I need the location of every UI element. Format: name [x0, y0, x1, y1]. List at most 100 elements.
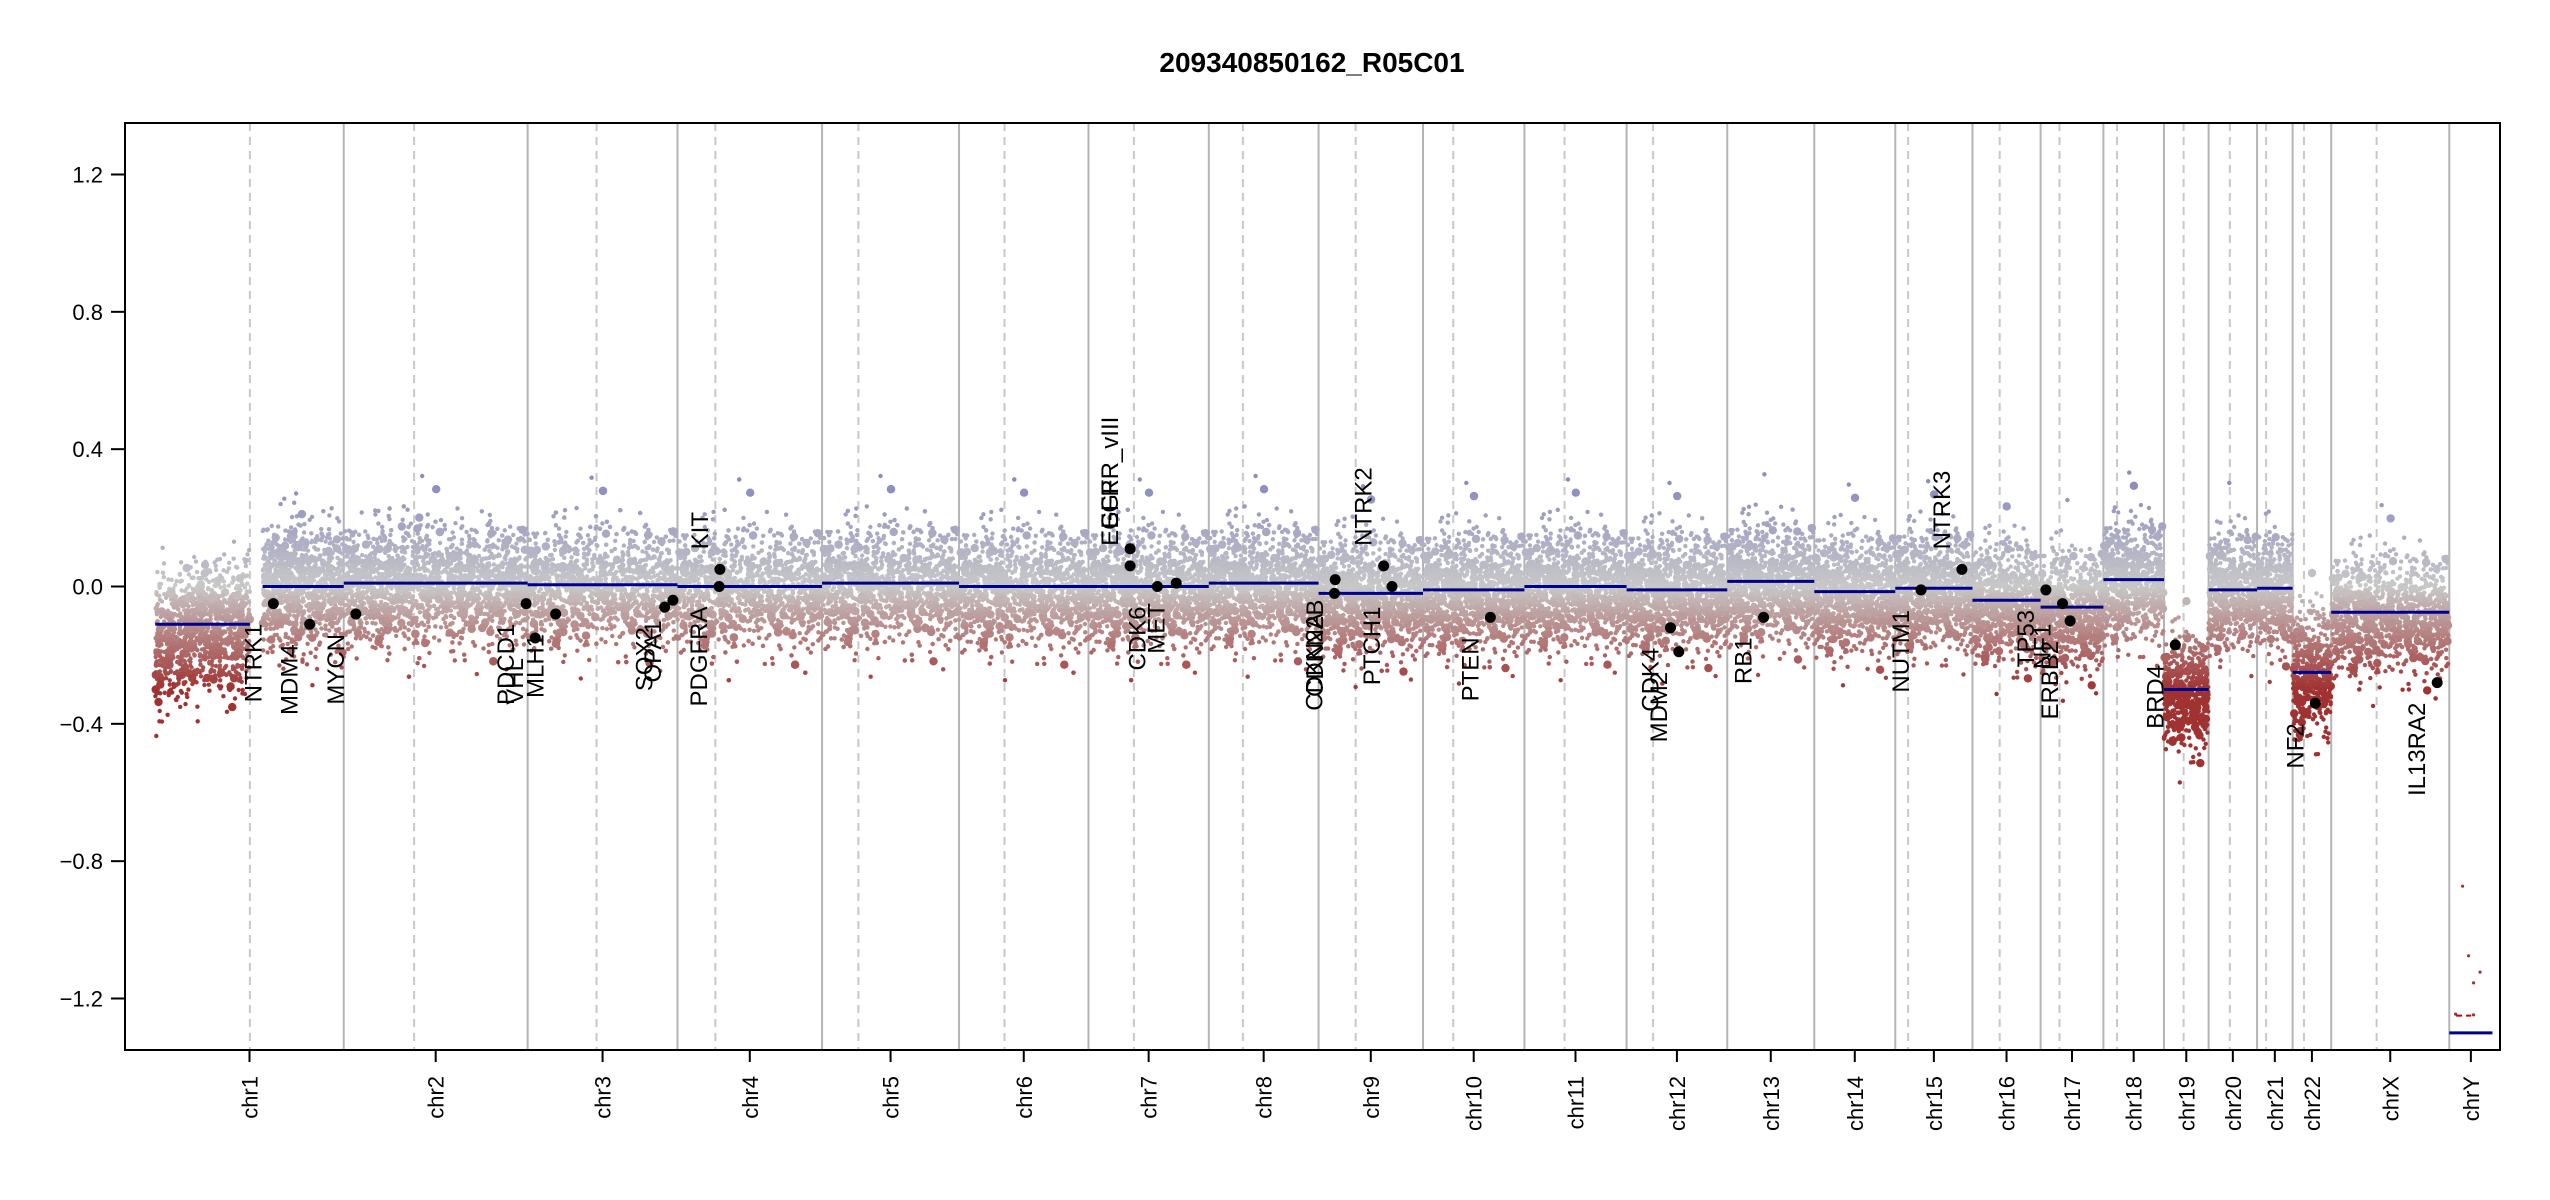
- probe-point: [184, 651, 188, 655]
- probe-point: [169, 658, 173, 662]
- probe-point: [214, 564, 218, 568]
- probe-point: [306, 602, 310, 606]
- probe-point: [326, 532, 330, 536]
- probe-point: [239, 578, 243, 582]
- probe-point: [265, 559, 269, 563]
- probe-point: [287, 571, 291, 575]
- probe-point: [317, 621, 321, 625]
- probe-point: [237, 604, 241, 608]
- probe-point: [422, 548, 426, 552]
- probe-point: [317, 566, 321, 570]
- probe-point: [305, 662, 309, 666]
- probe-point: [302, 522, 306, 526]
- probe-point: [278, 502, 282, 506]
- probe-point: [262, 574, 266, 578]
- probe-point: [158, 639, 162, 643]
- probe-point: [294, 491, 298, 495]
- probe-point: [426, 620, 430, 624]
- probe-point: [183, 702, 187, 706]
- probe-point: [183, 564, 191, 572]
- probe-point: [196, 576, 200, 580]
- probe-point: [285, 606, 289, 610]
- probe-point: [322, 548, 326, 552]
- probe-point: [163, 691, 167, 695]
- probe-point: [230, 640, 234, 644]
- probe-point: [300, 556, 304, 560]
- probe-point: [227, 566, 231, 570]
- probe-point: [175, 646, 179, 650]
- probe-point: [288, 622, 292, 626]
- probe-point: [183, 589, 187, 593]
- probe-point: [333, 544, 341, 552]
- probe-point: [417, 517, 421, 521]
- probe-point: [182, 608, 186, 612]
- probe-point: [207, 689, 211, 693]
- probe-point: [309, 569, 313, 573]
- probe-point: [222, 552, 226, 556]
- probe-point: [231, 575, 235, 579]
- probe-point: [339, 531, 343, 535]
- probe-point: [155, 570, 159, 574]
- probe-point: [328, 611, 332, 615]
- probe-point: [160, 546, 164, 550]
- probe-point: [271, 550, 275, 554]
- probe-point: [178, 659, 182, 663]
- probe-point: [186, 687, 190, 691]
- probe-point: [298, 569, 302, 573]
- probe-point: [183, 636, 187, 640]
- probe-point: [328, 541, 332, 545]
- probe-point: [331, 595, 339, 603]
- probe-point: [158, 586, 162, 590]
- probe-point: [196, 719, 200, 723]
- probe-point: [221, 617, 225, 621]
- probe-point: [168, 670, 172, 674]
- probe-point: [279, 565, 283, 569]
- probe-point: [278, 557, 282, 561]
- probe-point: [152, 671, 160, 679]
- probe-point: [335, 629, 339, 633]
- probe-point: [330, 551, 334, 555]
- probe-point: [221, 632, 225, 636]
- probe-point: [215, 558, 219, 562]
- probe-point: [310, 683, 314, 687]
- probe-point: [193, 630, 197, 634]
- probe-point: [176, 642, 180, 646]
- probe-point: [204, 577, 208, 581]
- probe-point: [245, 582, 249, 586]
- probe-point: [338, 558, 342, 562]
- probe-point: [278, 573, 282, 577]
- probe-point: [320, 561, 324, 565]
- probe-point: [155, 592, 159, 596]
- probe-point: [290, 515, 294, 519]
- probe-point: [162, 575, 166, 579]
- probe-point: [297, 590, 301, 594]
- probe-point: [178, 572, 182, 576]
- probe-point: [218, 678, 222, 682]
- probe-point: [156, 680, 164, 688]
- probe-point: [222, 600, 226, 604]
- probe-point: [336, 572, 340, 576]
- probe-point: [298, 573, 306, 581]
- probe-point: [270, 650, 274, 654]
- probe-point: [282, 590, 286, 594]
- probe-point: [177, 631, 181, 635]
- probe-point: [292, 501, 296, 505]
- probe-point: [200, 647, 204, 651]
- probe-point: [168, 645, 172, 649]
- probe-point: [313, 563, 317, 567]
- probe-point: [224, 673, 228, 677]
- probe-point: [172, 612, 176, 616]
- probe-point: [168, 682, 172, 686]
- probe-point: [271, 644, 275, 648]
- probe-point: [304, 553, 308, 557]
- probe-point: [262, 557, 266, 561]
- probe-point: [180, 691, 184, 695]
- probe-point: [328, 618, 332, 622]
- probe-point: [315, 667, 319, 671]
- probe-point: [190, 682, 194, 686]
- probe-point: [190, 640, 194, 644]
- probe-point: [199, 674, 203, 678]
- probe-point: [200, 588, 204, 592]
- probe-point: [217, 674, 221, 678]
- probe-point: [203, 657, 207, 661]
